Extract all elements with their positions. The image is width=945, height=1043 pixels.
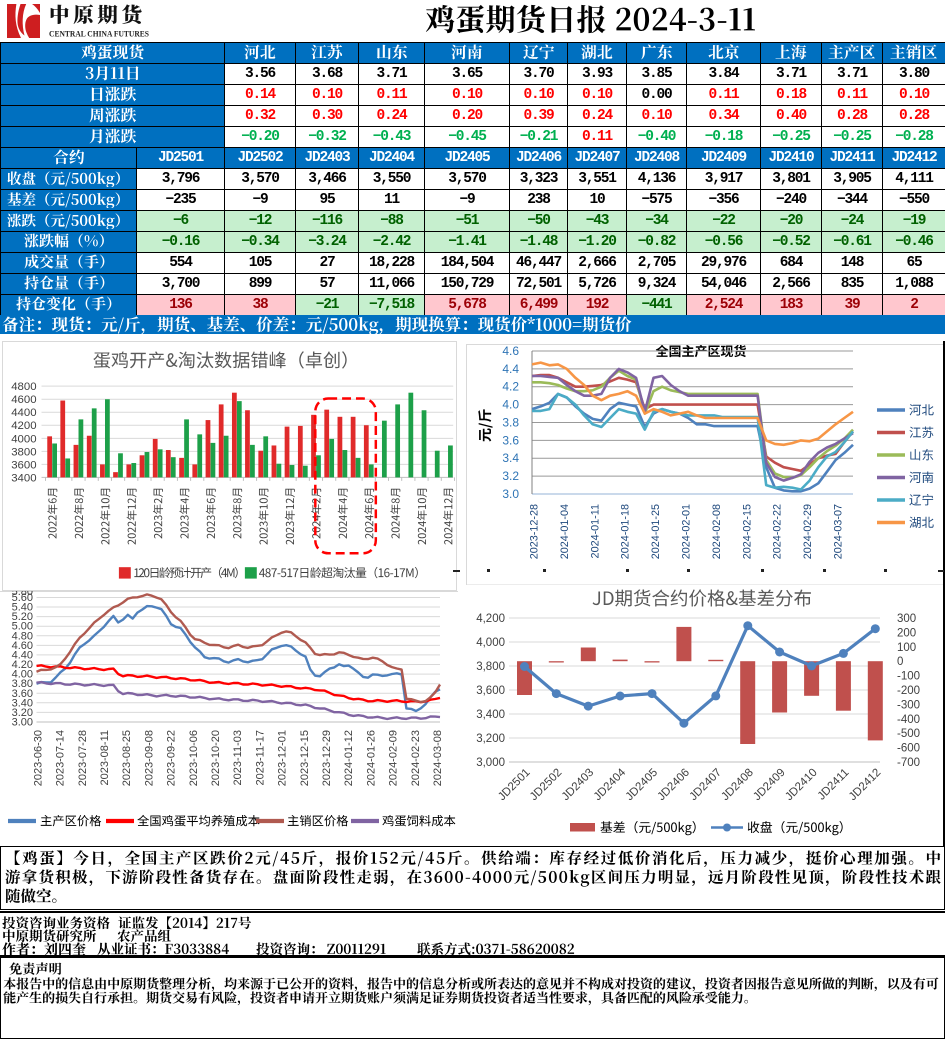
svg-text:200: 200 — [897, 627, 916, 639]
svg-text:3.8: 3.8 — [502, 416, 519, 430]
svg-text:2023-12-01: 2023-12-01 — [277, 730, 289, 786]
svg-text:4.80: 4.80 — [12, 630, 33, 642]
svg-text:2024-03-08: 2024-03-08 — [432, 730, 444, 786]
svg-text:2023-11-03: 2023-11-03 — [232, 730, 244, 785]
svg-text:-600: -600 — [897, 743, 920, 755]
svg-text:-400: -400 — [897, 714, 920, 726]
svg-text:3.80: 3.80 — [12, 678, 33, 690]
svg-text:JD2410: JD2410 — [783, 767, 820, 804]
svg-text:0: 0 — [897, 656, 903, 668]
svg-text:2024-02-23: 2024-02-23 — [410, 730, 422, 786]
svg-text:JD2406: JD2406 — [656, 767, 693, 804]
svg-text:2023-06-30: 2023-06-30 — [32, 730, 44, 786]
svg-text:JD2404: JD2404 — [592, 766, 629, 803]
svg-text:JD2408: JD2408 — [719, 767, 756, 804]
svg-text:5.60: 5.60 — [12, 592, 33, 604]
svg-text:4.40: 4.40 — [12, 649, 33, 661]
svg-text:2023-12-29: 2023-12-29 — [321, 730, 333, 786]
svg-text:2024-03-07: 2024-03-07 — [833, 504, 845, 559]
svg-text:4.6: 4.6 — [502, 344, 519, 358]
svg-text:JD2409: JD2409 — [751, 767, 788, 804]
svg-text:-700: -700 — [897, 757, 920, 769]
svg-text:2023-09-22: 2023-09-22 — [166, 730, 178, 786]
svg-text:4600: 4600 — [11, 394, 36, 406]
svg-text:2023-10-20: 2023-10-20 — [210, 730, 222, 786]
svg-text:5.20: 5.20 — [12, 611, 33, 623]
svg-text:JD2405: JD2405 — [624, 767, 661, 804]
svg-text:2023-11-17: 2023-11-17 — [254, 730, 266, 785]
svg-text:-200: -200 — [897, 685, 920, 697]
svg-text:JD2411: JD2411 — [816, 767, 852, 803]
svg-text:JD2407: JD2407 — [688, 767, 725, 804]
svg-text:100: 100 — [897, 642, 916, 654]
svg-text:3400: 3400 — [11, 472, 36, 484]
svg-text:4400: 4400 — [11, 407, 36, 419]
svg-text:-100: -100 — [897, 671, 920, 683]
svg-text:5.80: 5.80 — [12, 591, 33, 598]
svg-text:3600: 3600 — [11, 459, 36, 471]
svg-text:3.60: 3.60 — [12, 688, 33, 700]
svg-text:4,200: 4,200 — [476, 613, 505, 625]
svg-text:2024-02-09: 2024-02-09 — [388, 730, 400, 786]
svg-text:3.40: 3.40 — [12, 697, 33, 709]
svg-text:2024-01-18: 2024-01-18 — [620, 504, 632, 559]
svg-text:JD2501: JD2501 — [496, 767, 533, 804]
svg-text:4.00: 4.00 — [12, 669, 33, 681]
svg-text:JD2403: JD2403 — [560, 767, 597, 804]
svg-text:3.0: 3.0 — [502, 487, 519, 501]
svg-text:3,000: 3,000 — [476, 757, 505, 769]
svg-text:3.6: 3.6 — [502, 433, 519, 447]
svg-text:2023-09-08: 2023-09-08 — [143, 730, 155, 786]
svg-text:JD2412: JD2412 — [847, 767, 884, 804]
svg-text:5.40: 5.40 — [12, 602, 33, 614]
svg-text:4200: 4200 — [11, 420, 36, 432]
svg-text:3800: 3800 — [11, 446, 36, 458]
svg-text:JD2502: JD2502 — [528, 767, 565, 804]
svg-text:2023-12-28: 2023-12-28 — [529, 504, 541, 559]
svg-text:2023-08-11: 2023-08-11 — [99, 730, 111, 785]
svg-text:2024-02-29: 2024-02-29 — [802, 504, 814, 559]
svg-text:3.00: 3.00 — [12, 717, 33, 729]
svg-text:4.4: 4.4 — [502, 362, 519, 376]
svg-text:2023-07-28: 2023-07-28 — [77, 730, 89, 786]
svg-text:4800: 4800 — [11, 381, 36, 393]
svg-text:4.2: 4.2 — [502, 380, 519, 394]
svg-text:2024-01-11: 2024-01-11 — [589, 504, 601, 558]
svg-text:2023-07-14: 2023-07-14 — [55, 730, 67, 786]
svg-text:2023-12-15: 2023-12-15 — [299, 730, 311, 786]
svg-text:3,800: 3,800 — [476, 661, 505, 673]
svg-text:4.0: 4.0 — [502, 398, 519, 412]
svg-text:3.4: 3.4 — [502, 451, 519, 465]
svg-text:CENTRAL CHINA FUTURES: CENTRAL CHINA FUTURES — [49, 29, 149, 39]
svg-text:3,200: 3,200 — [476, 733, 505, 745]
svg-text:4.60: 4.60 — [12, 640, 33, 652]
svg-text:3,600: 3,600 — [476, 685, 505, 697]
svg-text:2024-02-08: 2024-02-08 — [711, 504, 723, 559]
svg-text:4,000: 4,000 — [476, 637, 505, 649]
svg-text:3,400: 3,400 — [476, 709, 505, 721]
svg-text:3.20: 3.20 — [12, 707, 33, 719]
svg-text:2024-01-12: 2024-01-12 — [343, 730, 355, 786]
svg-text:4000: 4000 — [11, 433, 36, 445]
svg-text:2024-01-26: 2024-01-26 — [365, 730, 377, 786]
svg-text:5.00: 5.00 — [12, 621, 33, 633]
svg-text:-300: -300 — [897, 699, 920, 711]
svg-text:2024-02-01: 2024-02-01 — [681, 504, 693, 559]
svg-text:2024-02-22: 2024-02-22 — [772, 504, 784, 559]
svg-text:2024-02-15: 2024-02-15 — [741, 504, 753, 559]
svg-text:2024-01-25: 2024-01-25 — [650, 504, 662, 559]
svg-text:4.20: 4.20 — [12, 659, 33, 671]
svg-text:2023-10-06: 2023-10-06 — [188, 730, 200, 786]
svg-text:3.2: 3.2 — [502, 469, 519, 483]
svg-text:2024-01-04: 2024-01-04 — [559, 504, 571, 559]
svg-text:2023-08-25: 2023-08-25 — [121, 730, 133, 786]
svg-text:300: 300 — [897, 613, 916, 625]
svg-text:-500: -500 — [897, 728, 920, 740]
